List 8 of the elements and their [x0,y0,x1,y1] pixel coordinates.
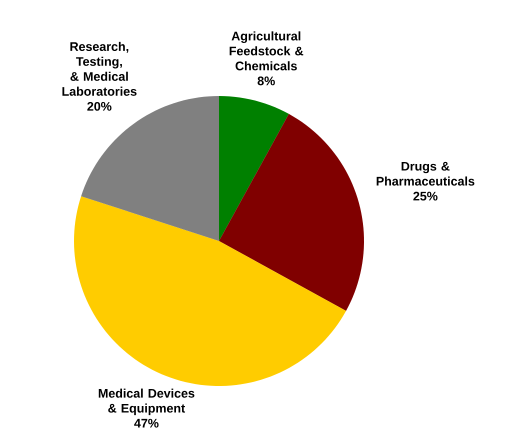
slice-label: Medical Devices & Equipment [98,388,194,416]
data-label: 25% [413,192,438,201]
slice-label: Drugs & Pharmaceuticals [376,162,474,186]
slice-label: Research, Testing, & Medical Laboratories [62,42,137,96]
data-label: 20% [87,102,112,111]
slice-label: Agricultural Feedstock & Chemicals [230,31,304,70]
data-label: 8% [258,76,275,86]
data-label: 47% [134,418,159,428]
